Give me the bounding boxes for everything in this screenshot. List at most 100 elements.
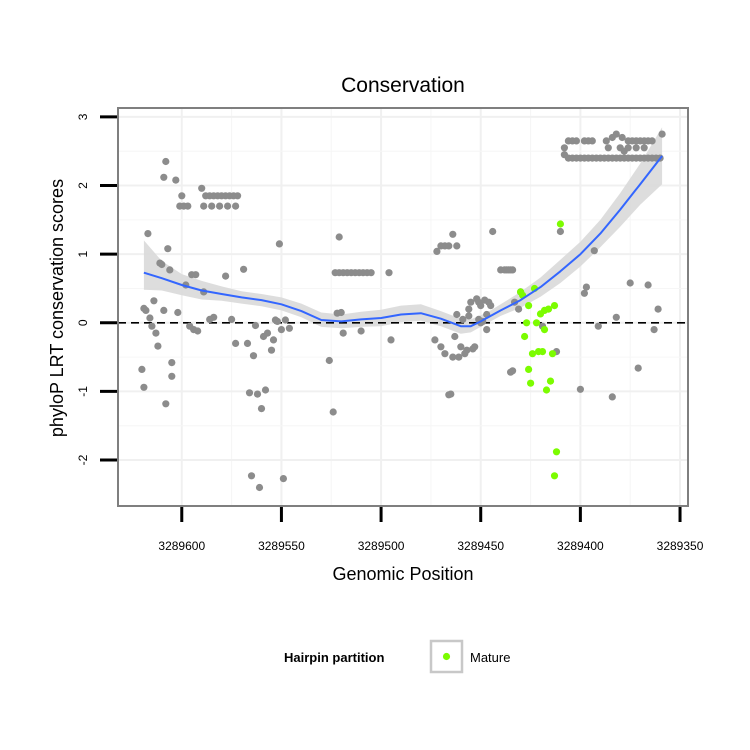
chart-title: Conservation bbox=[341, 74, 465, 97]
other-point bbox=[245, 389, 254, 397]
other-point bbox=[451, 332, 459, 341]
other-point bbox=[508, 367, 517, 375]
other-point bbox=[632, 144, 640, 152]
other-point bbox=[335, 233, 343, 241]
other-point bbox=[618, 133, 626, 142]
other-point bbox=[634, 364, 642, 372]
other-point bbox=[152, 329, 160, 337]
other-point bbox=[387, 336, 395, 344]
other-point bbox=[582, 283, 591, 291]
other-point bbox=[572, 137, 581, 145]
mature-point bbox=[556, 220, 565, 228]
other-point bbox=[184, 202, 192, 210]
other-point bbox=[279, 475, 287, 483]
other-point bbox=[144, 230, 152, 238]
other-point bbox=[146, 314, 154, 322]
other-point bbox=[267, 346, 276, 354]
other-point bbox=[224, 202, 232, 210]
mature-point bbox=[528, 350, 537, 358]
other-point bbox=[612, 130, 620, 138]
other-point bbox=[654, 305, 662, 313]
y-tick-label: -1 bbox=[76, 386, 90, 397]
other-point bbox=[339, 329, 347, 337]
other-point bbox=[192, 271, 200, 279]
other-point bbox=[273, 317, 281, 325]
other-point bbox=[588, 137, 596, 145]
other-point bbox=[158, 260, 166, 269]
x-axis-label: Genomic Position bbox=[332, 564, 473, 584]
other-point bbox=[357, 327, 365, 335]
other-point bbox=[329, 408, 337, 416]
mature-point bbox=[550, 472, 559, 480]
other-point bbox=[269, 336, 278, 344]
other-point bbox=[590, 247, 598, 255]
other-point bbox=[249, 352, 258, 360]
other-point bbox=[449, 353, 457, 361]
other-point bbox=[580, 289, 589, 297]
other-point bbox=[576, 385, 585, 393]
mature-point bbox=[521, 332, 529, 341]
other-point bbox=[232, 202, 240, 210]
other-point bbox=[650, 326, 658, 334]
mature-point bbox=[550, 302, 559, 310]
mature-point bbox=[538, 348, 547, 356]
y-tick-label: 2 bbox=[76, 182, 90, 189]
x-tick-label: 3289500 bbox=[358, 539, 405, 553]
y-axis: -2 -1 0 1 2 3 bbox=[76, 113, 117, 465]
other-point bbox=[367, 269, 375, 277]
other-point bbox=[431, 336, 439, 344]
other-point bbox=[261, 386, 270, 394]
other-point bbox=[247, 472, 256, 480]
smooth-line-group bbox=[143, 155, 663, 328]
x-tick-label: 3289600 bbox=[158, 539, 205, 553]
legend-title: Hairpin partition bbox=[284, 650, 384, 665]
other-point bbox=[216, 202, 224, 210]
mature-point bbox=[527, 379, 535, 387]
other-point bbox=[251, 321, 260, 330]
other-point bbox=[168, 372, 176, 380]
other-point bbox=[644, 281, 652, 289]
other-point bbox=[168, 359, 176, 367]
other-point bbox=[483, 326, 491, 334]
other-point bbox=[459, 315, 467, 323]
y-axis-label: phyloP LRT conservation scores bbox=[47, 179, 67, 437]
loess-smooth-line bbox=[143, 155, 663, 328]
other-point bbox=[140, 383, 148, 391]
other-point bbox=[471, 343, 479, 351]
other-point bbox=[463, 346, 471, 354]
y-tick-label: 3 bbox=[76, 113, 90, 120]
other-point bbox=[234, 192, 242, 200]
other-point bbox=[232, 339, 240, 347]
other-point bbox=[467, 298, 475, 306]
other-point bbox=[447, 390, 455, 398]
other-point bbox=[243, 339, 252, 347]
legend-mature-swatch bbox=[442, 652, 451, 661]
legend-key-box bbox=[429, 639, 464, 674]
mature-point bbox=[544, 305, 553, 313]
other-points-group bbox=[138, 130, 666, 492]
other-point bbox=[285, 324, 293, 332]
other-point bbox=[154, 342, 162, 350]
other-point bbox=[140, 304, 148, 312]
mature-point bbox=[525, 365, 533, 373]
other-point bbox=[445, 242, 453, 250]
mature-points-group bbox=[517, 220, 565, 480]
other-point bbox=[594, 322, 602, 330]
other-point bbox=[200, 202, 208, 210]
other-point bbox=[178, 192, 186, 200]
other-point bbox=[150, 297, 158, 305]
legend: Hairpin partition Mature bbox=[284, 639, 510, 674]
other-point bbox=[164, 245, 172, 253]
mature-point bbox=[542, 386, 551, 394]
other-point bbox=[210, 313, 218, 321]
other-point bbox=[515, 305, 523, 313]
other-point bbox=[222, 272, 230, 280]
x-tick-label: 3289400 bbox=[557, 539, 604, 553]
x-tick-label: 3289350 bbox=[657, 539, 704, 553]
other-point bbox=[194, 327, 202, 335]
y-tick-label: -2 bbox=[76, 454, 90, 465]
other-point bbox=[208, 202, 216, 210]
panel-frame-group bbox=[117, 107, 689, 507]
y-tick-label: 1 bbox=[76, 251, 90, 258]
